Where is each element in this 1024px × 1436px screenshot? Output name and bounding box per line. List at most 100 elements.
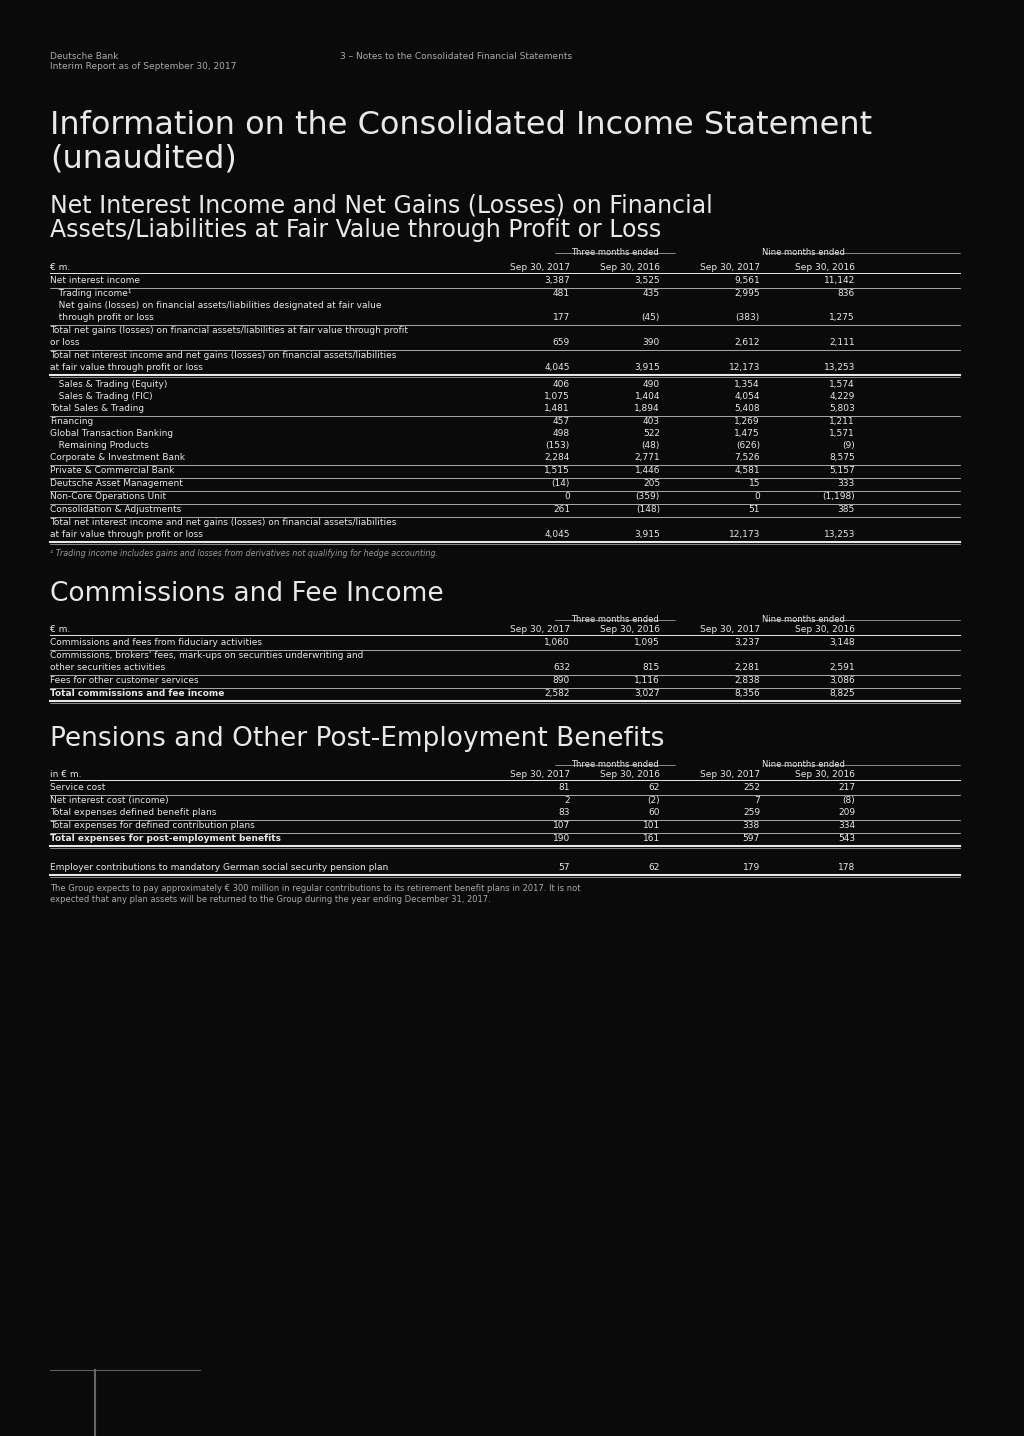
Text: 2,111: 2,111 — [829, 337, 855, 348]
Text: 12,173: 12,173 — [729, 530, 760, 538]
Text: Net interest income: Net interest income — [50, 276, 140, 284]
Text: 2: 2 — [564, 796, 570, 806]
Text: Sep 30, 2017: Sep 30, 2017 — [700, 770, 760, 778]
Text: 259: 259 — [742, 808, 760, 817]
Text: Total expenses for post-employment benefits: Total expenses for post-employment benef… — [50, 834, 281, 843]
Text: The Group expects to pay approximately € 300 million in regular contributions to: The Group expects to pay approximately €… — [50, 885, 581, 893]
Text: Three months ended: Three months ended — [571, 760, 658, 770]
Text: 3,148: 3,148 — [829, 638, 855, 648]
Text: Commissions and fees from fiduciary activities: Commissions and fees from fiduciary acti… — [50, 638, 262, 648]
Text: Fees for other customer services: Fees for other customer services — [50, 676, 199, 685]
Text: (626): (626) — [736, 441, 760, 449]
Text: 3,387: 3,387 — [544, 276, 570, 284]
Text: 83: 83 — [558, 808, 570, 817]
Text: 62: 62 — [648, 783, 660, 793]
Text: Total commissions and fee income: Total commissions and fee income — [50, 689, 224, 698]
Text: 177: 177 — [553, 313, 570, 322]
Text: other securities activities: other securities activities — [50, 663, 165, 672]
Text: 252: 252 — [743, 783, 760, 793]
Text: 457: 457 — [553, 416, 570, 426]
Text: Sep 30, 2016: Sep 30, 2016 — [600, 625, 660, 635]
Text: 815: 815 — [643, 663, 660, 672]
Text: at fair value through profit or loss: at fair value through profit or loss — [50, 363, 203, 372]
Text: 1,475: 1,475 — [734, 429, 760, 438]
Text: Corporate & Investment Bank: Corporate & Investment Bank — [50, 452, 185, 462]
Text: € m.: € m. — [50, 625, 71, 635]
Text: 1,116: 1,116 — [634, 676, 660, 685]
Text: (359): (359) — [636, 493, 660, 501]
Text: 0: 0 — [564, 493, 570, 501]
Text: 217: 217 — [838, 783, 855, 793]
Text: Nine months ended: Nine months ended — [762, 615, 845, 625]
Text: 659: 659 — [553, 337, 570, 348]
Text: 1,354: 1,354 — [734, 381, 760, 389]
Text: 51: 51 — [749, 505, 760, 514]
Text: Commissions and Fee Income: Commissions and Fee Income — [50, 582, 443, 607]
Text: 2,284: 2,284 — [545, 452, 570, 462]
Text: 11,142: 11,142 — [823, 276, 855, 284]
Text: (148): (148) — [636, 505, 660, 514]
Text: 62: 62 — [648, 863, 660, 872]
Text: 890: 890 — [553, 676, 570, 685]
Text: Total expenses for defined contribution plans: Total expenses for defined contribution … — [50, 821, 255, 830]
Text: Interim Report as of September 30, 2017: Interim Report as of September 30, 2017 — [50, 62, 237, 70]
Text: Sep 30, 2017: Sep 30, 2017 — [510, 625, 570, 635]
Text: Service cost: Service cost — [50, 783, 105, 793]
Text: 3,915: 3,915 — [634, 363, 660, 372]
Text: (14): (14) — [552, 480, 570, 488]
Text: 435: 435 — [643, 289, 660, 299]
Text: 13,253: 13,253 — [823, 363, 855, 372]
Text: (2): (2) — [647, 796, 660, 806]
Text: 338: 338 — [742, 821, 760, 830]
Text: 1,515: 1,515 — [544, 467, 570, 475]
Text: 1,275: 1,275 — [829, 313, 855, 322]
Text: € m.: € m. — [50, 263, 71, 271]
Text: 481: 481 — [553, 289, 570, 299]
Text: at fair value through profit or loss: at fair value through profit or loss — [50, 530, 203, 538]
Text: Employer contributions to mandatory German social security pension plan: Employer contributions to mandatory Germ… — [50, 863, 388, 872]
Text: 15: 15 — [749, 480, 760, 488]
Text: (1,198): (1,198) — [822, 493, 855, 501]
Text: 5,157: 5,157 — [829, 467, 855, 475]
Text: Deutsche Asset Management: Deutsche Asset Management — [50, 480, 183, 488]
Text: 2,995: 2,995 — [734, 289, 760, 299]
Text: Information on the Consolidated Income Statement: Information on the Consolidated Income S… — [50, 111, 872, 141]
Text: Sep 30, 2016: Sep 30, 2016 — [795, 770, 855, 778]
Text: 205: 205 — [643, 480, 660, 488]
Text: 403: 403 — [643, 416, 660, 426]
Text: 1,211: 1,211 — [829, 416, 855, 426]
Text: 4,581: 4,581 — [734, 467, 760, 475]
Text: Total net gains (losses) on financial assets/liabilities at fair value through p: Total net gains (losses) on financial as… — [50, 326, 408, 335]
Text: Sep 30, 2017: Sep 30, 2017 — [510, 263, 570, 271]
Text: 2,591: 2,591 — [829, 663, 855, 672]
Text: 4,045: 4,045 — [545, 530, 570, 538]
Text: Assets/Liabilities at Fair Value through Profit or Loss: Assets/Liabilities at Fair Value through… — [50, 218, 662, 243]
Text: Financing: Financing — [50, 416, 93, 426]
Text: Net gains (losses) on financial assets/liabilities designated at fair value: Net gains (losses) on financial assets/l… — [50, 302, 382, 310]
Text: 7: 7 — [755, 796, 760, 806]
Text: 178: 178 — [838, 863, 855, 872]
Text: 8,825: 8,825 — [829, 689, 855, 698]
Text: Sep 30, 2016: Sep 30, 2016 — [795, 263, 855, 271]
Text: through profit or loss: through profit or loss — [50, 313, 154, 322]
Text: (48): (48) — [642, 441, 660, 449]
Text: ¹ Trading income includes gains and losses from derivatives not qualifying for h: ¹ Trading income includes gains and loss… — [50, 549, 438, 559]
Text: 1,894: 1,894 — [635, 404, 660, 414]
Text: or loss: or loss — [50, 337, 80, 348]
Text: Total Sales & Trading: Total Sales & Trading — [50, 404, 144, 414]
Text: 12,173: 12,173 — [729, 363, 760, 372]
Text: 60: 60 — [648, 808, 660, 817]
Text: 1,446: 1,446 — [635, 467, 660, 475]
Text: 101: 101 — [643, 821, 660, 830]
Text: 107: 107 — [553, 821, 570, 830]
Text: 8,356: 8,356 — [734, 689, 760, 698]
Text: Total net interest income and net gains (losses) on financial assets/liabilities: Total net interest income and net gains … — [50, 350, 396, 360]
Text: Three months ended: Three months ended — [571, 248, 658, 257]
Text: 161: 161 — [643, 834, 660, 843]
Text: 5,803: 5,803 — [829, 404, 855, 414]
Text: Sep 30, 2016: Sep 30, 2016 — [795, 625, 855, 635]
Text: 2,838: 2,838 — [734, 676, 760, 685]
Text: Nine months ended: Nine months ended — [762, 248, 845, 257]
Text: expected that any plan assets will be returned to the Group during the year endi: expected that any plan assets will be re… — [50, 895, 490, 905]
Text: Global Transaction Banking: Global Transaction Banking — [50, 429, 173, 438]
